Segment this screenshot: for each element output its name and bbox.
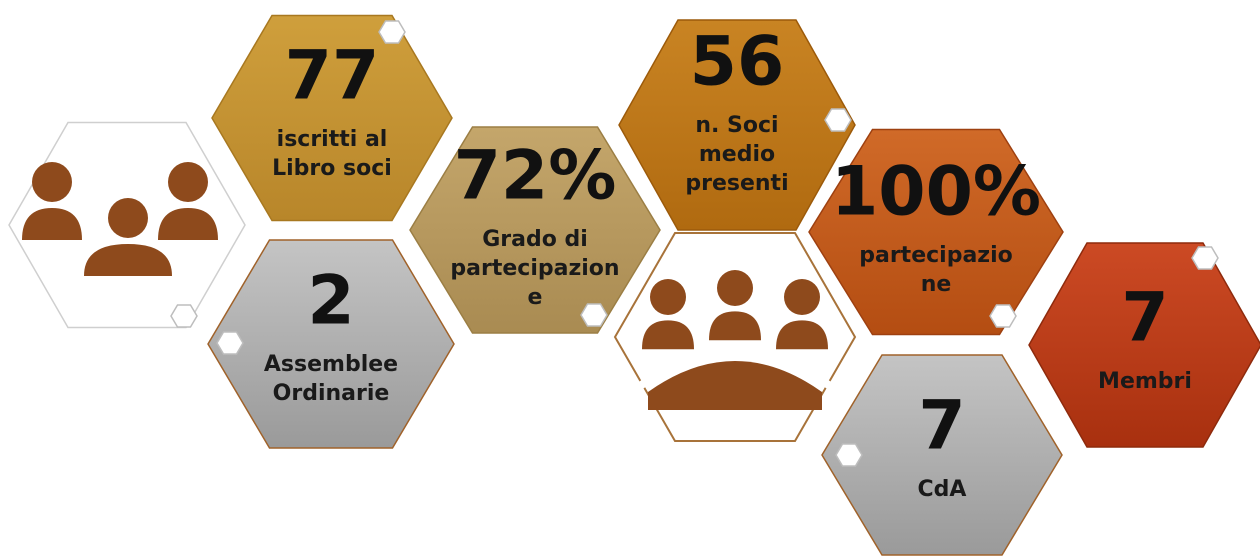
stat-value: 7 <box>918 387 965 466</box>
hex-dot <box>170 304 198 328</box>
stat-hexagon <box>207 239 455 449</box>
stat-value: 72% <box>454 137 617 216</box>
stat-label: Grado di <box>482 227 588 252</box>
stat-label: Membri <box>1098 369 1192 394</box>
stat-label: Ordinarie <box>273 381 390 406</box>
stat-tile: 56 n. Soci medio presenti <box>618 19 856 231</box>
stat-tile: 100% partecipazio ne <box>808 128 1064 336</box>
hex-dot <box>216 331 244 355</box>
stat-label: iscritti al <box>277 127 388 152</box>
stat-value: 100% <box>831 153 1041 232</box>
stat-label: partecipazio <box>859 243 1013 268</box>
person-head <box>784 279 820 315</box>
stat-tile: 7 Membri <box>1028 242 1260 448</box>
stat-label: ne <box>921 272 952 297</box>
stat-hexagon <box>618 19 856 231</box>
stat-hexagon <box>211 14 453 222</box>
stat-value: 77 <box>285 37 380 116</box>
meeting-table <box>648 361 822 410</box>
hex-dot <box>378 20 406 44</box>
stat-tile: 77 iscritti al Libro soci <box>211 14 453 222</box>
hex-dot <box>824 108 852 132</box>
person-body <box>642 320 694 350</box>
stat-tile: 72% Grado di partecipazion e <box>409 126 661 334</box>
stat-hexagon <box>808 128 1064 336</box>
stat-value: 2 <box>307 262 354 341</box>
stat-value: 7 <box>1121 279 1168 358</box>
stat-tile: 2 Assemblee Ordinarie <box>207 239 455 449</box>
person-head <box>717 270 753 306</box>
stat-value: 56 <box>690 23 785 102</box>
person-head <box>108 198 148 238</box>
person-body <box>776 320 828 350</box>
stat-label: partecipazion <box>450 256 619 281</box>
person-body <box>158 208 218 240</box>
stat-hexagon <box>409 126 661 334</box>
stat-label: Assemblee <box>264 352 398 377</box>
person-head <box>168 162 208 202</box>
table-edge <box>637 348 833 390</box>
stat-label: presenti <box>685 171 788 196</box>
stat-label: n. Soci <box>695 113 778 138</box>
stat-label: Libro soci <box>272 156 392 181</box>
stat-tile: 7 CdA <box>821 354 1063 556</box>
stat-hexagon <box>1028 242 1260 448</box>
person-body <box>22 208 82 240</box>
person-body <box>84 244 172 276</box>
hex-dot <box>835 443 863 467</box>
hex-dot <box>989 304 1017 328</box>
stat-label: medio <box>699 142 775 167</box>
hex-dot <box>580 303 608 327</box>
stat-label: e <box>528 285 543 310</box>
stat-hexagon <box>821 354 1063 556</box>
person-body <box>709 311 761 341</box>
person-head <box>650 279 686 315</box>
hex-dot <box>1191 246 1219 270</box>
person-head <box>32 162 72 202</box>
stat-label: CdA <box>918 477 967 502</box>
